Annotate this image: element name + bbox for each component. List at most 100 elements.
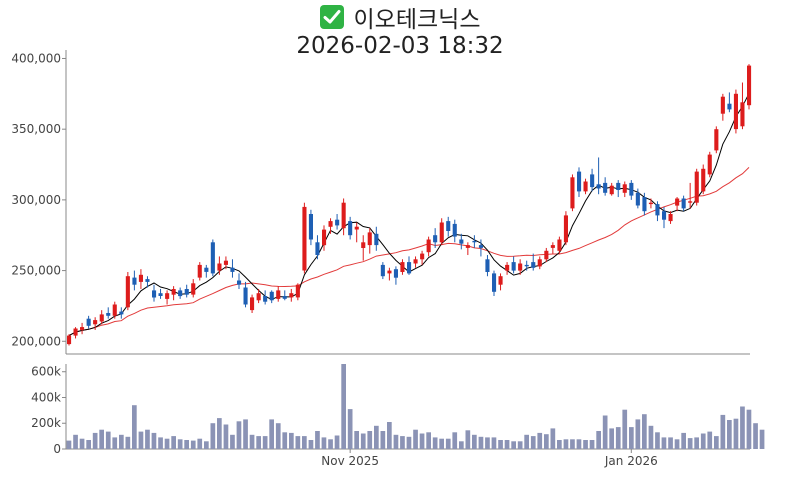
volume-bar [380,431,386,449]
candle-body [171,289,176,295]
candle-body [583,181,588,192]
volume-bar [557,440,562,449]
candle-body [544,250,549,260]
candle-body [675,198,680,206]
volume-bar [648,425,654,449]
candle-body [289,293,294,298]
volume-bar [746,409,752,449]
candle-body [335,219,340,226]
volume-bar [635,419,641,449]
candle-body [380,264,385,277]
volume-bar [236,421,242,449]
candle-body [478,245,483,248]
volume-bar [465,430,471,449]
volume-bar [727,420,732,449]
candle-body [132,277,137,285]
candle-body [237,280,242,285]
candle-body [138,274,143,282]
volume-bar [275,423,281,449]
volume-bar [105,431,111,449]
volume-bar [151,432,157,449]
candle-body [603,182,608,193]
volume-bar [733,418,739,449]
volume-bar [498,440,503,449]
candle-body [393,269,398,278]
candle-body [354,226,359,230]
candle-body [263,296,268,302]
volume-bar [629,427,634,449]
volume-bar [119,434,124,449]
check-icon [319,5,344,29]
candle-body [518,263,523,271]
candle-body [452,223,457,237]
volume-bar [367,431,373,449]
volume-bar [419,433,425,449]
candle-body [367,232,372,246]
volume-bar [674,439,680,449]
volume-bar [720,414,726,449]
candle-body [184,289,189,295]
volume-bar [289,432,294,449]
candle-body [407,262,412,274]
volume-bar [256,436,261,449]
date-tick-label: Nov 2025 [321,454,379,468]
candle-body [387,270,392,274]
volume-bar [243,419,248,449]
volume-bar [230,434,235,449]
candle-body [577,171,582,192]
candle-body [511,262,516,271]
price-tick-label: 200,000 [11,334,61,348]
volume-bar [459,441,464,449]
volume-bar [400,436,405,449]
volume-bar [517,441,523,449]
candle-body [635,192,640,206]
candle-body [125,276,130,308]
volume-bar [138,431,144,449]
candle-body [459,239,464,244]
candle-body [152,290,157,298]
candle-body [269,291,274,301]
volume-bar [537,432,543,449]
candle-body [465,245,470,248]
candle-body [86,318,91,326]
candle-body [498,276,503,285]
candle-body [178,290,183,297]
volume-bar [223,424,229,449]
ma-short-line [68,93,750,337]
candle-body [223,260,228,265]
volume-bar [570,439,575,449]
candle-body [550,245,555,248]
candle-body [609,185,614,195]
candle-body [282,296,287,299]
volume-bar [472,434,477,449]
volume-bar [439,438,444,449]
volume-bar [452,432,458,449]
volume-bar [171,436,176,449]
candle-body [322,229,327,246]
volume-bar [184,440,189,449]
volume-bar [321,437,327,449]
volume-bar [491,437,497,449]
candle-body [655,204,660,216]
candle-body [308,214,313,240]
volume-bar [73,434,78,449]
candle-body [472,240,477,243]
candle-body [341,202,346,229]
volume-bar [544,434,549,449]
volume-bar [596,431,601,449]
volume-bar [158,437,163,449]
volume-bar [426,432,431,449]
volume-bar [622,409,628,449]
candle-body [537,259,542,267]
volume-series [66,364,765,449]
volume-bar [164,438,170,449]
volume-bar [530,436,536,449]
volume-bar [694,437,699,449]
volume-bar [753,423,758,449]
candle-body [112,304,117,316]
candle-body [420,253,425,260]
candle-body [210,242,215,274]
price-tick-label: 350,000 [11,122,61,136]
candle-body [681,198,686,209]
